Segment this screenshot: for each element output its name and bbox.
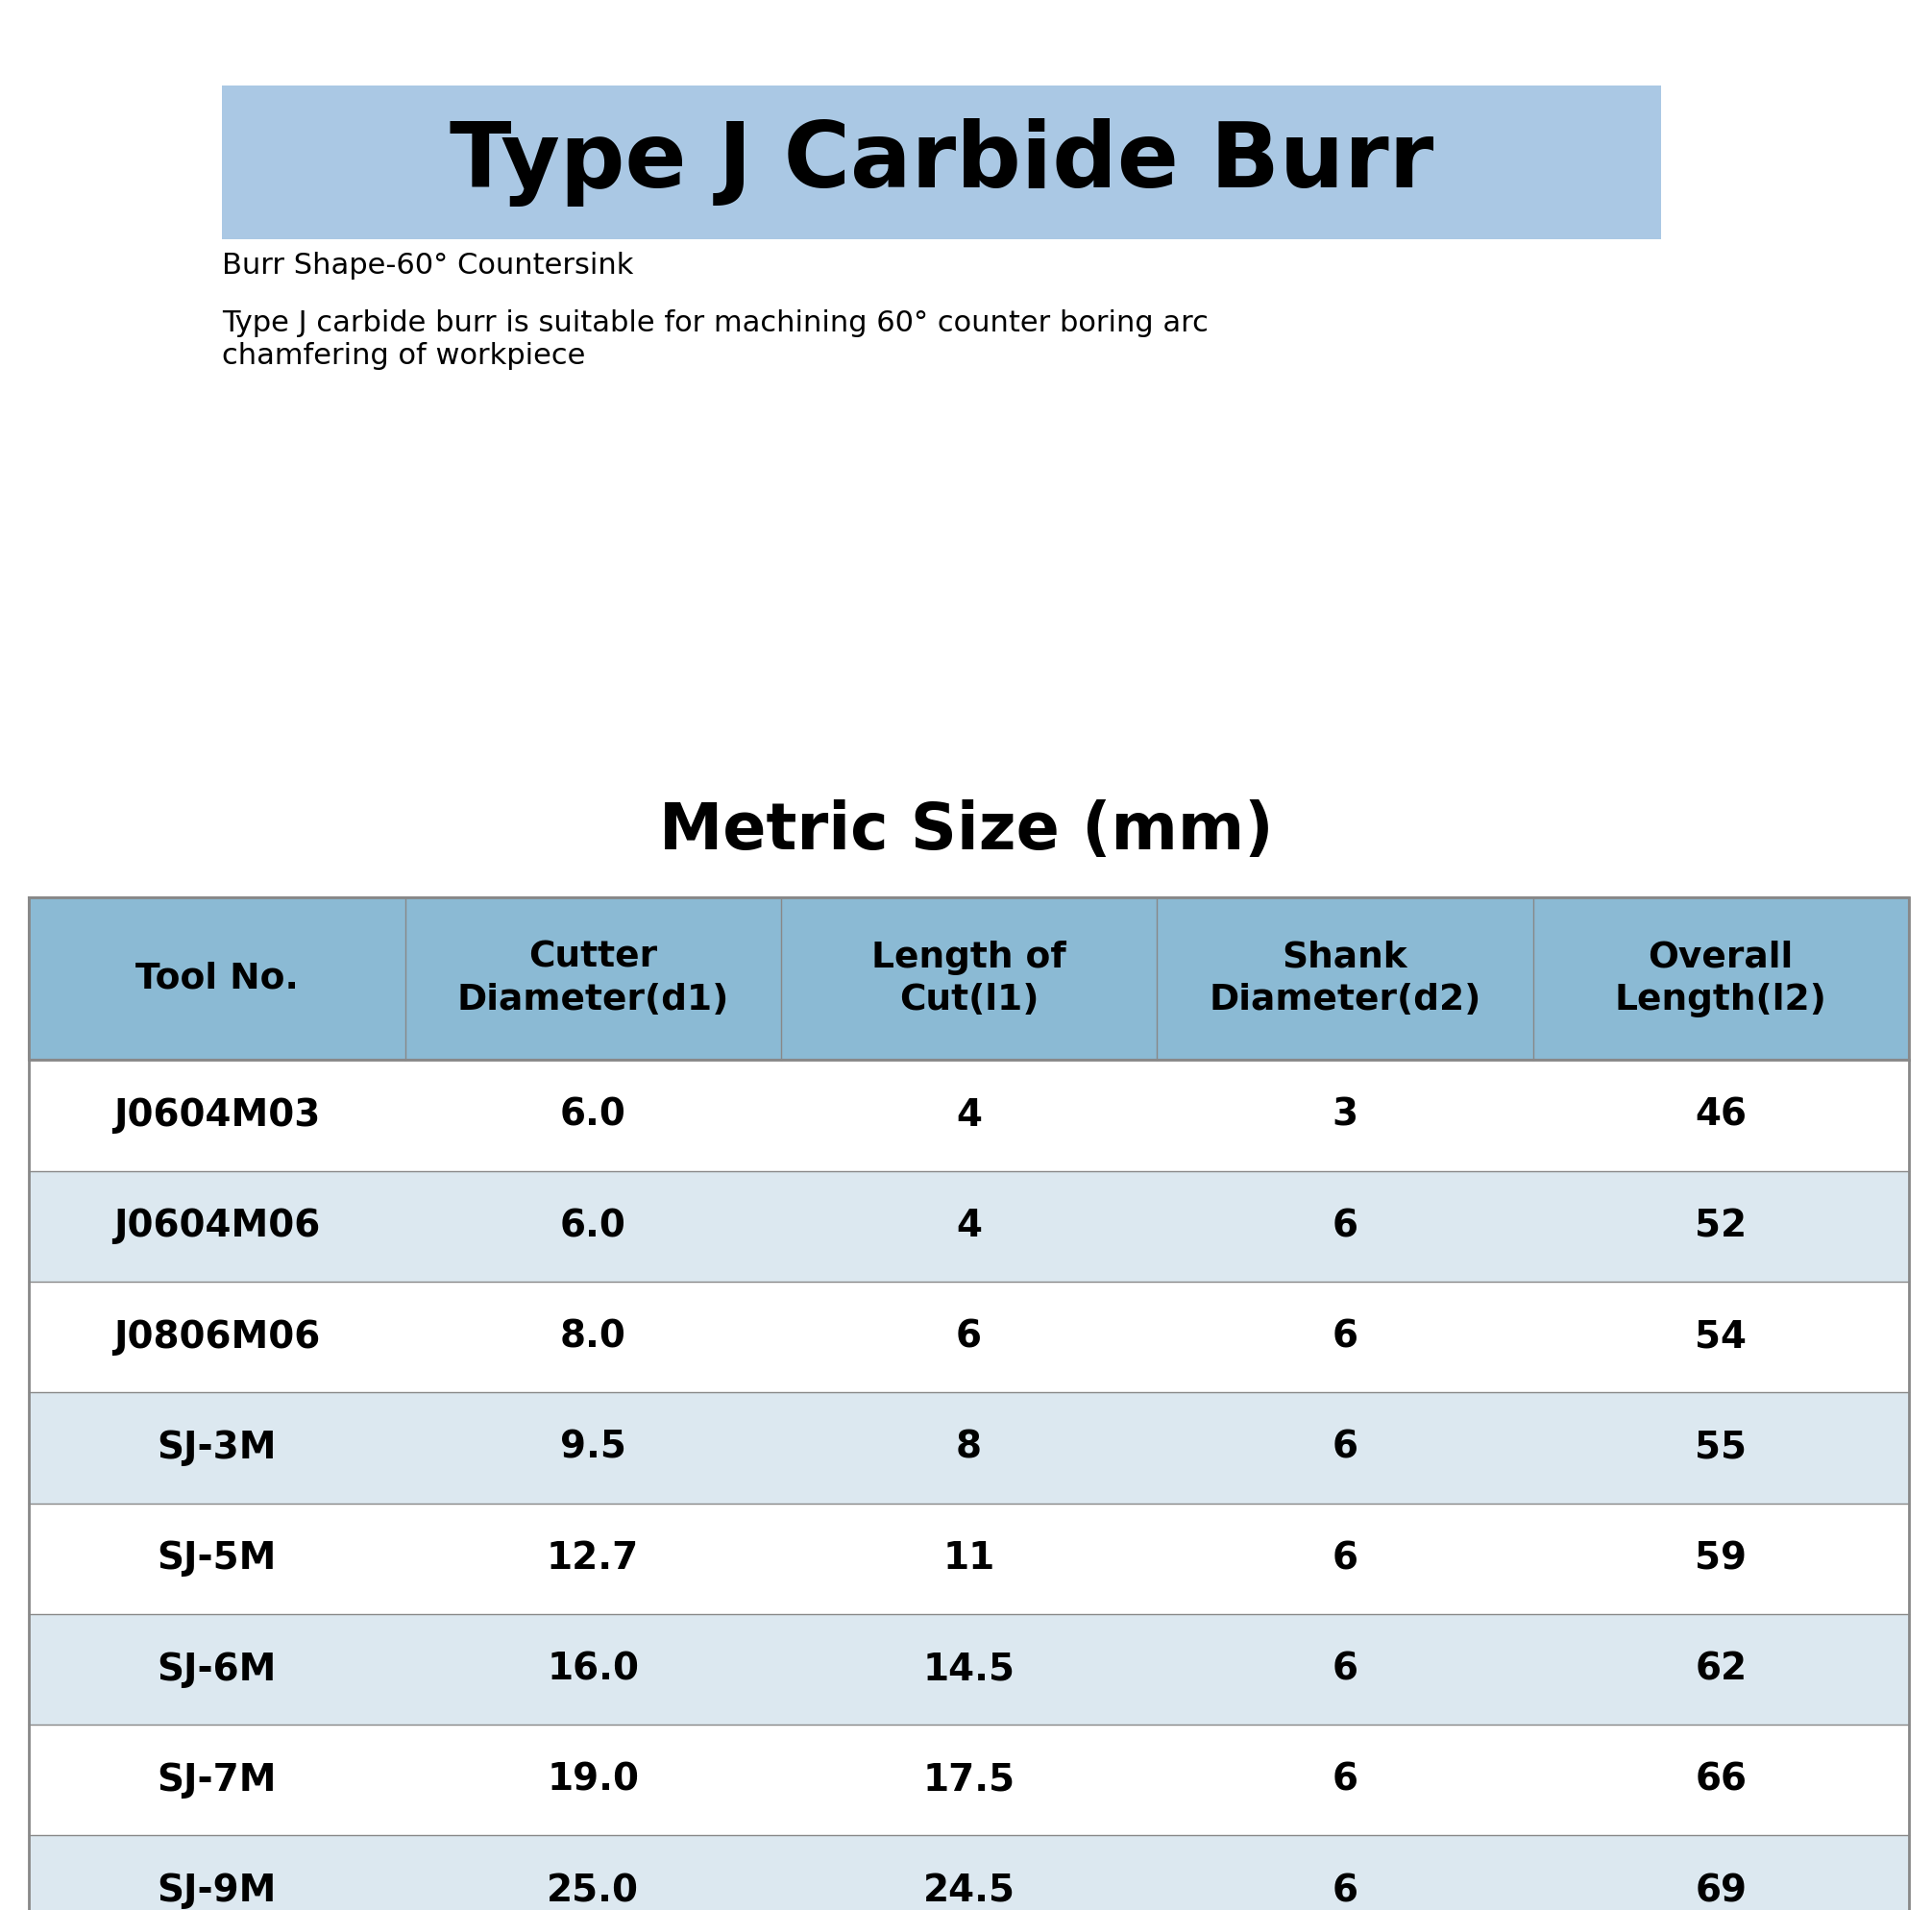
Bar: [29, 898, 1909, 1910]
Text: Type J carbide burr is suitable for machining 60° counter boring arc
chamfering : Type J carbide burr is suitable for mach…: [222, 309, 1209, 369]
Text: 6: 6: [1331, 1539, 1358, 1578]
Text: 6.0: 6.0: [560, 1207, 626, 1245]
Text: 8: 8: [956, 1429, 981, 1467]
Text: 6: 6: [1331, 1429, 1358, 1467]
Text: SJ-7M: SJ-7M: [156, 1761, 276, 1799]
Text: 3: 3: [1331, 1096, 1358, 1135]
Text: SJ-9M: SJ-9M: [156, 1872, 276, 1910]
Text: SJ-5M: SJ-5M: [156, 1539, 276, 1578]
Text: 17.5: 17.5: [923, 1761, 1014, 1799]
Bar: [29, 1171, 1909, 1282]
Text: 6: 6: [1331, 1872, 1358, 1910]
Text: Metric Size (mm): Metric Size (mm): [659, 798, 1273, 863]
Text: 11: 11: [943, 1539, 995, 1578]
Text: 6.0: 6.0: [560, 1096, 626, 1135]
Bar: [29, 898, 1909, 1060]
Text: Type J Carbide Burr: Type J Carbide Burr: [450, 118, 1434, 206]
Bar: [29, 1725, 1909, 1836]
Text: Cutter
Diameter(d1): Cutter Diameter(d1): [456, 940, 728, 1018]
Text: 59: 59: [1694, 1539, 1747, 1578]
Text: J0604M03: J0604M03: [114, 1096, 321, 1135]
Text: 9.5: 9.5: [560, 1429, 626, 1467]
Text: Burr Shape-60° Countersink: Burr Shape-60° Countersink: [222, 252, 634, 281]
Text: 62: 62: [1694, 1650, 1747, 1688]
Text: 6: 6: [1331, 1207, 1358, 1245]
Text: 6: 6: [1331, 1318, 1358, 1356]
Text: 6: 6: [956, 1318, 981, 1356]
Text: 66: 66: [1694, 1761, 1747, 1799]
Bar: [222, 86, 1662, 239]
Text: Overall
Length(l2): Overall Length(l2): [1615, 940, 1828, 1018]
Text: 8.0: 8.0: [560, 1318, 626, 1356]
Text: 24.5: 24.5: [923, 1872, 1014, 1910]
Text: 12.7: 12.7: [547, 1539, 639, 1578]
Text: 6: 6: [1331, 1761, 1358, 1799]
Text: 54: 54: [1694, 1318, 1747, 1356]
Bar: [29, 1503, 1909, 1614]
Bar: [29, 1392, 1909, 1503]
Text: SJ-6M: SJ-6M: [156, 1650, 276, 1688]
Text: 16.0: 16.0: [547, 1650, 639, 1688]
Text: J0806M06: J0806M06: [114, 1318, 321, 1356]
Bar: [29, 1836, 1909, 1910]
Text: 19.0: 19.0: [547, 1761, 639, 1799]
Text: 6: 6: [1331, 1650, 1358, 1688]
Text: 4: 4: [956, 1207, 981, 1245]
Text: SJ-3M: SJ-3M: [156, 1429, 276, 1467]
Text: 46: 46: [1694, 1096, 1747, 1135]
Text: 52: 52: [1694, 1207, 1747, 1245]
Bar: [29, 1282, 1909, 1392]
Text: J0604M06: J0604M06: [114, 1207, 321, 1245]
Text: 4: 4: [956, 1096, 981, 1135]
Text: Tool No.: Tool No.: [135, 961, 299, 997]
Text: 14.5: 14.5: [923, 1650, 1014, 1688]
Text: 25.0: 25.0: [547, 1872, 639, 1910]
Text: Length of
Cut(l1): Length of Cut(l1): [871, 940, 1066, 1018]
Bar: [29, 1614, 1909, 1725]
Text: Shank
Diameter(d2): Shank Diameter(d2): [1209, 940, 1482, 1018]
Text: 69: 69: [1694, 1872, 1747, 1910]
Bar: [29, 1060, 1909, 1171]
Text: 55: 55: [1694, 1429, 1747, 1467]
